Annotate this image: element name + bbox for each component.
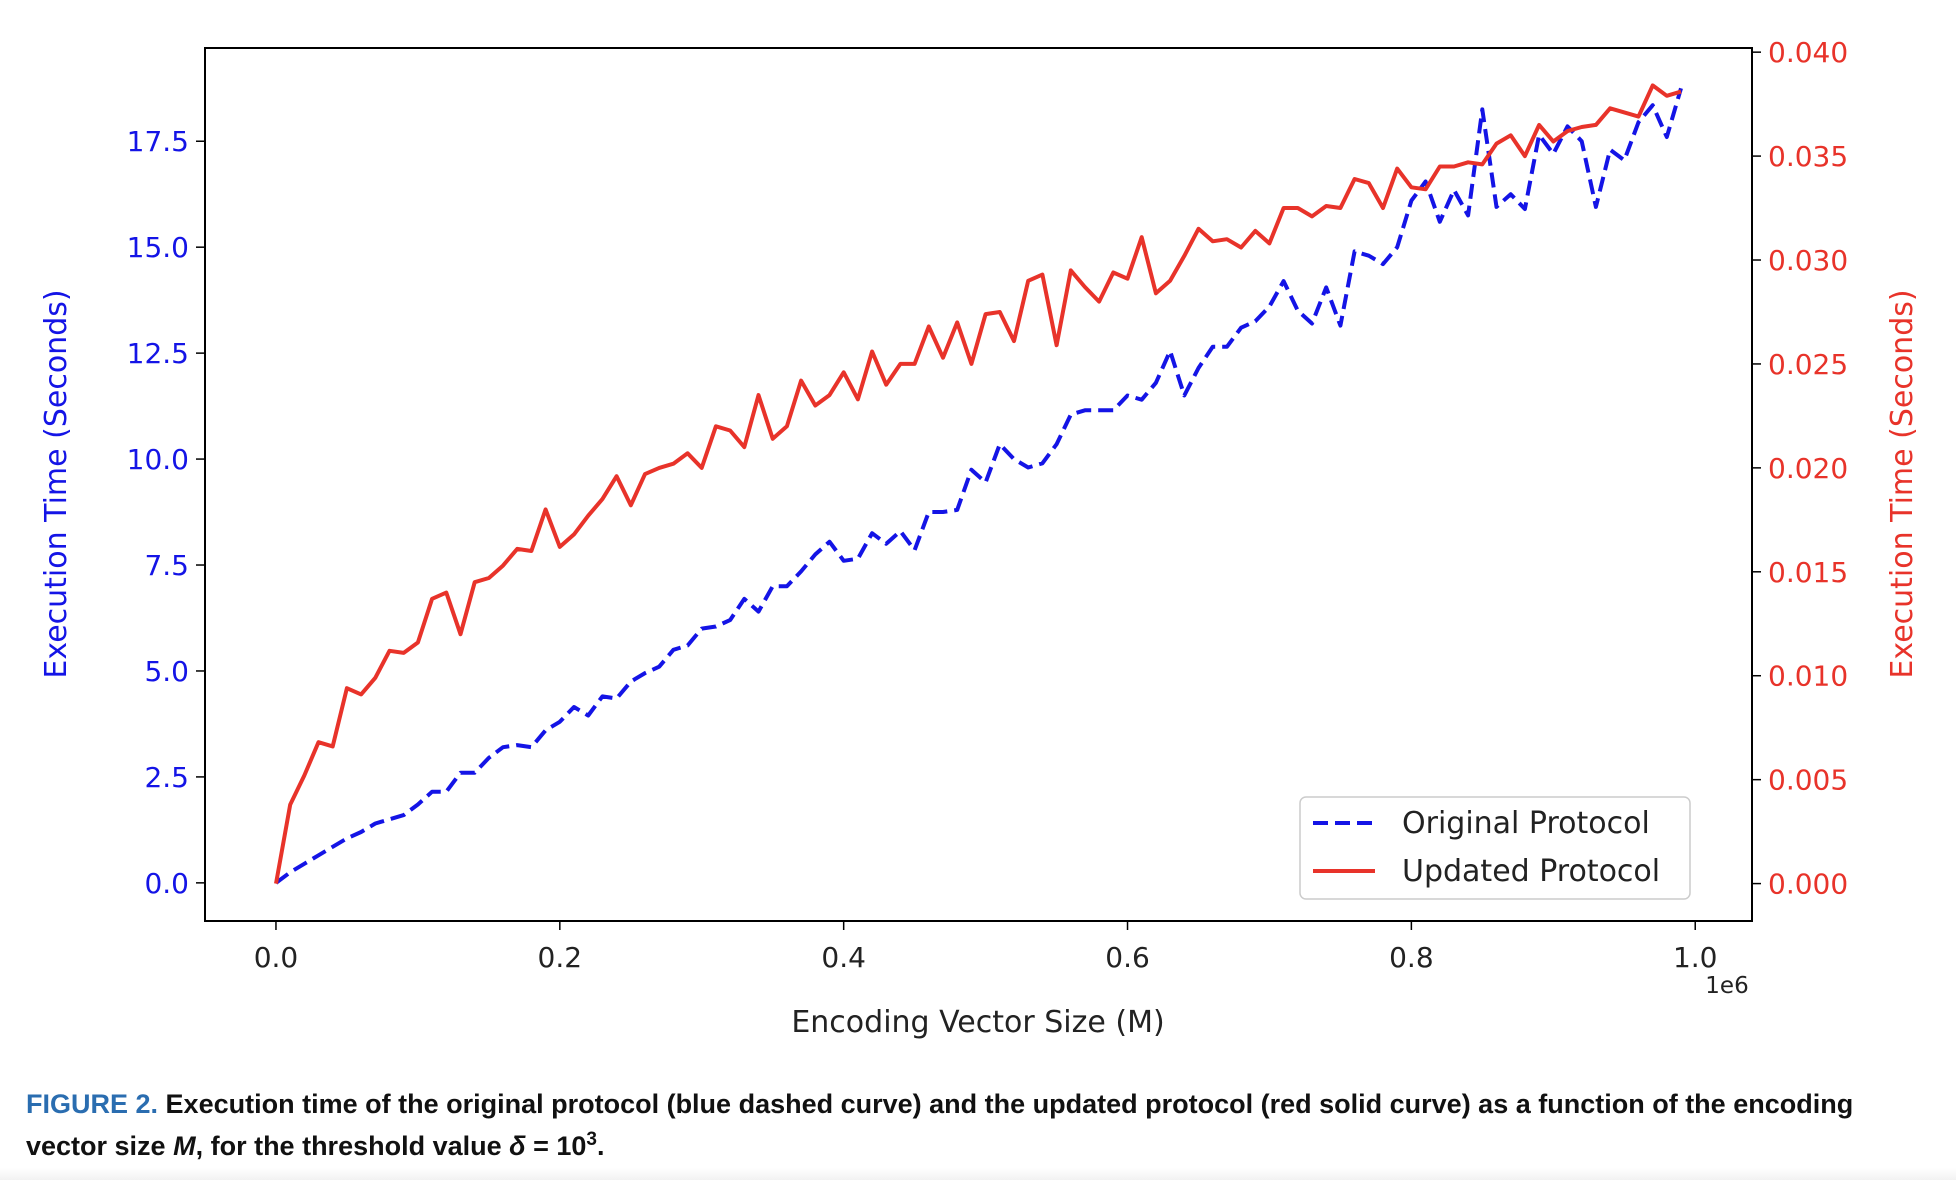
plot-layer [204,47,1753,922]
legend: Original Protocol Updated Protocol [1299,796,1691,900]
legend-label-updated: Updated Protocol [1402,854,1660,889]
right-y-tick-label: 0.005 [1768,764,1848,797]
left-y-tick-label: 0.0 [144,867,189,900]
x-tick-label: 0.2 [538,941,583,974]
right-y-tick-label: 0.030 [1768,244,1848,277]
legend-box [1299,796,1691,900]
left-y-tick-label: 17.5 [127,125,189,158]
caption-exponent: 3 [586,1129,597,1150]
x-tick-label: 0.4 [821,941,866,974]
left-y-axis: 0.0 2.5 5.0 7.5 10.0 12.5 15.0 17.5 [127,125,205,900]
caption-text: Execution time of the original protocol … [26,1089,1854,1161]
right-y-tick-label: 0.015 [1768,556,1848,589]
x-tick-label: 0.0 [254,941,299,974]
right-y-tick-label: 0.010 [1768,660,1848,693]
right-y-axis-label: Execution Time (Seconds) [1885,289,1920,678]
x-axis-label: Encoding Vector Size (M) [791,1005,1164,1040]
left-y-tick-label: 7.5 [144,549,189,582]
right-y-tick-label: 0.040 [1768,36,1848,69]
series-layer [274,83,1683,885]
caption-period: . [597,1131,605,1161]
x-axis: 0.0 0.2 0.4 0.6 0.8 1.0 [254,921,1718,974]
right-y-tick-label: 0.020 [1768,452,1848,485]
right-y-tick-label: 0.000 [1768,868,1848,901]
left-y-tick-label: 10.0 [127,443,189,476]
left-y-tick-label: 2.5 [144,761,189,794]
caption-text-middle: , for the threshold value [195,1131,510,1161]
figure-caption: FIGURE 2. Execution time of the original… [26,1086,1916,1164]
right-y-tick-label: 0.035 [1768,140,1848,173]
right-y-tick-label: 0.025 [1768,348,1848,381]
series-updated-protocol-line [274,83,1682,884]
plot-frame [204,47,1753,922]
legend-label-original: Original Protocol [1402,806,1650,841]
left-y-axis-label: Execution Time (Seconds) [39,289,74,678]
x-tick-label: 0.6 [1105,941,1150,974]
x-tick-label: 1.0 [1673,941,1718,974]
left-y-tick-label: 15.0 [127,231,189,264]
right-y-axis: 0.000 0.005 0.010 0.015 0.020 0.025 0.030 0.035… [1752,36,1848,901]
caption-variable: M [173,1131,196,1161]
x-axis-offset-label: 1e6 [1705,973,1748,999]
page-footer-band [0,1168,1956,1180]
caption-equals: = 10 [525,1131,587,1161]
left-y-tick-label: 12.5 [127,337,189,370]
left-y-tick-label: 5.0 [144,655,189,688]
caption-figure-label: FIGURE 2. [26,1089,159,1119]
caption-delta: δ [509,1131,526,1161]
series-original-protocol-line [274,87,1683,885]
x-tick-label: 0.8 [1389,941,1434,974]
